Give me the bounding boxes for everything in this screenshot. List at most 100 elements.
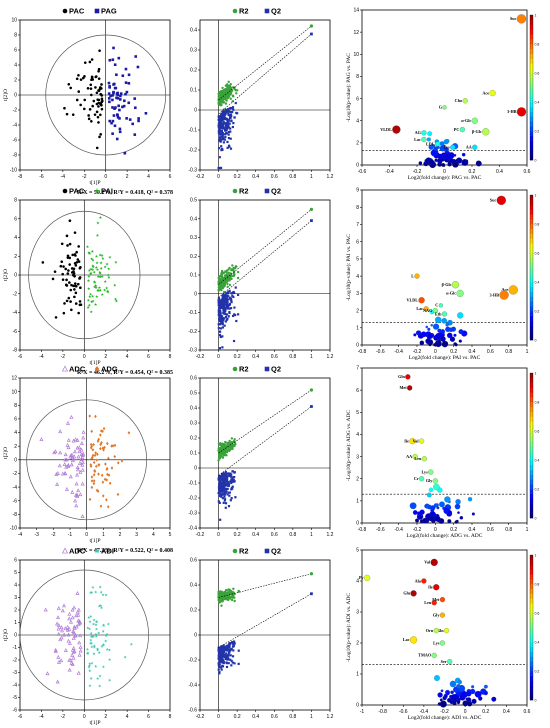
sample-point xyxy=(99,261,103,265)
sample-point xyxy=(111,94,114,97)
q2-point xyxy=(227,473,230,476)
sample-point xyxy=(98,585,102,589)
colorbar-segment xyxy=(530,559,533,565)
x-tick-label: 4 xyxy=(152,532,155,538)
q2-point xyxy=(223,302,226,305)
sample-point xyxy=(79,78,83,81)
q2-point xyxy=(227,315,230,318)
x-tick-label: 1 xyxy=(102,532,105,538)
metabolite-point xyxy=(439,698,443,702)
q2-point xyxy=(232,121,235,125)
q2-point xyxy=(225,292,228,295)
sample-point xyxy=(106,290,110,294)
sample-point xyxy=(80,460,85,464)
colorbar-tick-label: 0.6 xyxy=(535,429,540,433)
q2-point xyxy=(217,646,220,649)
sample-point xyxy=(94,464,98,468)
colorbar-segment xyxy=(530,92,533,98)
sample-point xyxy=(77,90,81,93)
q2-point xyxy=(234,286,237,289)
metabolite-point xyxy=(499,290,509,300)
q2-point xyxy=(231,107,234,110)
colorbar-segment xyxy=(530,126,533,132)
legend-marker xyxy=(264,8,270,14)
y-tick-label: -6 xyxy=(13,329,18,335)
metabolite-label: Leu xyxy=(424,600,432,605)
q2-point xyxy=(230,292,233,295)
sample-point xyxy=(107,267,111,271)
sample-point xyxy=(98,288,102,292)
metabolite-point xyxy=(447,162,452,167)
metabolite-label: Met xyxy=(432,597,440,602)
metabolite-label: Orn xyxy=(426,628,434,633)
x-tick-label: 0 xyxy=(217,714,220,720)
q2-point xyxy=(217,476,220,480)
x-tick-label: -0.6 xyxy=(376,527,385,533)
sample-point xyxy=(100,274,104,278)
q2-point xyxy=(223,129,227,132)
sample-point xyxy=(52,450,57,455)
q2-point xyxy=(219,335,222,339)
sample-point xyxy=(98,275,102,279)
sample-point xyxy=(87,665,91,669)
q2-point xyxy=(226,108,230,111)
sample-point xyxy=(101,623,106,627)
sample-point xyxy=(97,98,101,102)
sample-point xyxy=(99,433,102,437)
y-tick-label: -4 xyxy=(13,683,18,689)
metabolite-point xyxy=(445,691,450,696)
metabolite-point xyxy=(455,158,459,162)
q2-point xyxy=(229,307,233,310)
sample-point xyxy=(99,92,102,96)
sample-point xyxy=(89,267,93,271)
sample-point xyxy=(67,626,72,631)
x-tick-label: -0.2 xyxy=(196,174,205,180)
sample-point xyxy=(75,261,79,264)
sample-point xyxy=(88,292,93,296)
sample-point xyxy=(101,593,105,597)
colorbar-segment xyxy=(530,671,533,677)
colorbar-segment xyxy=(530,155,533,161)
y-tick-label: 6 xyxy=(14,558,17,564)
q2-point xyxy=(221,117,224,120)
sample-point xyxy=(101,642,106,646)
sample-point xyxy=(65,442,70,447)
sample-point xyxy=(114,299,119,303)
colorbar-segment xyxy=(530,435,533,441)
sample-point xyxy=(116,461,120,465)
q2-point xyxy=(222,475,225,478)
sample-point xyxy=(70,647,75,652)
r2-point xyxy=(226,285,229,289)
q2-point xyxy=(226,657,229,660)
r2-point xyxy=(219,444,223,447)
r2-point xyxy=(233,599,236,603)
colorbar-segment xyxy=(530,272,533,278)
colorbar-tick-label: 0 xyxy=(535,516,537,520)
sample-point xyxy=(56,659,61,664)
q2-point xyxy=(232,108,235,111)
sample-point xyxy=(116,116,120,119)
q2-point xyxy=(220,488,223,491)
sample-point xyxy=(60,608,65,613)
q2-point xyxy=(237,662,240,665)
x-tick-label: -0.2 xyxy=(413,349,422,355)
q2-point xyxy=(218,501,221,505)
q2-point xyxy=(226,140,229,144)
r2-point xyxy=(233,438,236,441)
sample-point xyxy=(88,295,92,299)
metabolite-label: β-Glc xyxy=(442,282,452,287)
colorbar-segment xyxy=(530,392,533,398)
r2-point xyxy=(224,84,228,87)
metabolite-label: VLDL xyxy=(380,127,392,132)
sample-point xyxy=(108,255,112,259)
colorbar-segment xyxy=(530,474,533,480)
q2-point xyxy=(220,668,223,671)
metabolite-point xyxy=(445,326,451,332)
sample-point xyxy=(101,629,105,633)
sample-point xyxy=(93,469,97,474)
q2-point xyxy=(227,126,231,129)
sample-point xyxy=(66,632,71,637)
sample-point xyxy=(69,300,72,303)
x-tick-label: -2 xyxy=(61,714,66,720)
sample-point xyxy=(65,420,70,425)
